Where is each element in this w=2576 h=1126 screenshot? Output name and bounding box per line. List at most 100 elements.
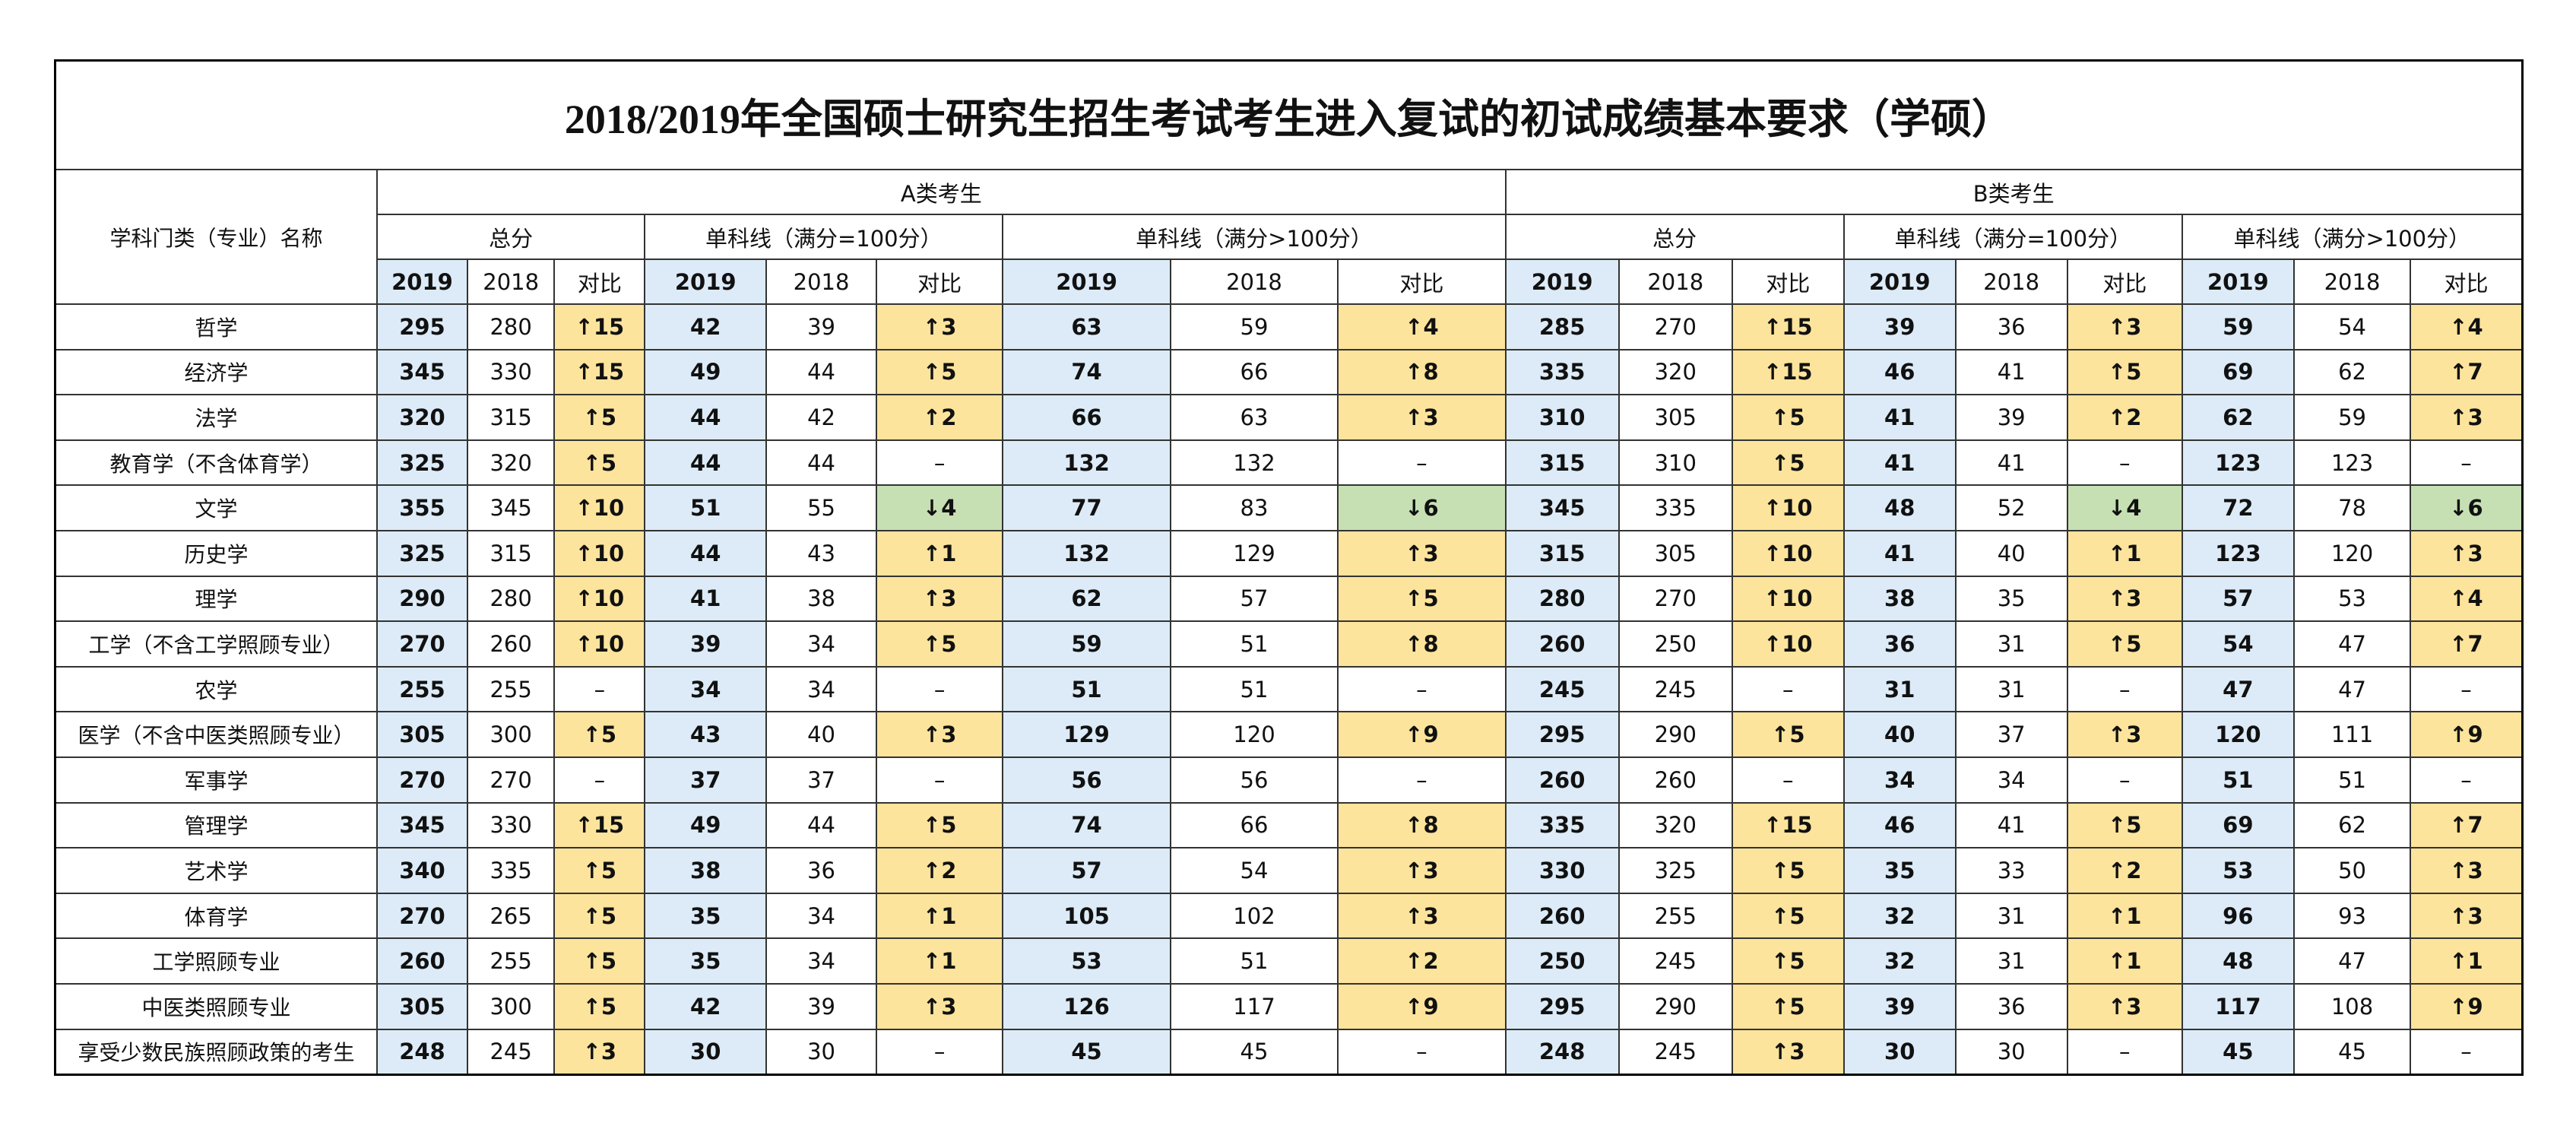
diff-cell: ↑5 [1731, 937, 1845, 985]
diff-cell: – [875, 439, 1004, 487]
score-cell: 49 [644, 801, 768, 849]
score-cell: 53 [2292, 575, 2412, 623]
diff-cell: – [553, 665, 646, 713]
score-cell: 46 [1842, 348, 1957, 396]
table-row: 2018/2019年全国硕士研究生招生考试考生进入复试的初试成绩基本要求（学硕） [54, 59, 2524, 170]
score-cell: 270 [376, 756, 468, 804]
score-cell: 54 [1169, 847, 1339, 894]
diff-cell: – [1731, 665, 1845, 713]
diff-cell: ↑15 [553, 303, 646, 350]
score-cell: 340 [376, 847, 468, 894]
score-cell: 250 [1504, 937, 1620, 985]
diff-cell: – [2066, 439, 2183, 487]
diff-cell: ↑10 [1731, 575, 1845, 623]
score-cell: 54 [2181, 620, 2295, 668]
column-header: 对比 [1337, 259, 1507, 305]
score-cell: 47 [2292, 620, 2412, 668]
score-cell: 270 [1618, 303, 1733, 350]
score-cell: 260 [1618, 756, 1733, 804]
score-cell: 41 [1842, 439, 1957, 487]
score-cell: 66 [1169, 801, 1339, 849]
diff-cell: ↑3 [875, 982, 1004, 1030]
subject-name: 管理学 [54, 801, 379, 849]
score-cell: 39 [765, 982, 877, 1030]
diff-cell: ↑10 [553, 484, 646, 531]
score-cell: 41 [644, 575, 768, 623]
column-header: 2019 [1002, 259, 1171, 305]
diff-cell: ↑3 [2410, 847, 2524, 894]
score-cell: 123 [2292, 439, 2412, 487]
subgroup-header: 单科线（满分=100分） [644, 214, 1004, 260]
diff-cell: ↑9 [2410, 711, 2524, 758]
diff-cell: ↑5 [1731, 982, 1845, 1030]
diff-cell: ↑3 [875, 711, 1004, 758]
score-cell: 132 [1169, 439, 1339, 487]
diff-cell: – [875, 756, 1004, 804]
diff-cell: ↑10 [1731, 529, 1845, 577]
score-cell: 132 [1002, 529, 1171, 577]
subject-name: 理学 [54, 575, 379, 623]
diff-cell: ↑5 [553, 937, 646, 985]
diff-cell: ↑5 [1731, 892, 1845, 940]
score-cell: 39 [1954, 394, 2068, 441]
diff-cell: ↑5 [553, 982, 646, 1030]
diff-cell: ↑2 [2066, 847, 2183, 894]
diff-cell: ↑3 [2410, 394, 2524, 441]
diff-cell: ↑9 [1337, 982, 1507, 1030]
score-cell: 45 [2292, 1028, 2412, 1076]
diff-cell: ↑5 [1731, 394, 1845, 441]
diff-cell: – [2410, 665, 2524, 713]
score-cell: 51 [644, 484, 768, 531]
diff-cell: ↑2 [2066, 394, 2183, 441]
score-cell: 245 [1504, 665, 1620, 713]
diff-cell: ↑10 [553, 575, 646, 623]
column-header: 2018 [1169, 259, 1339, 305]
diff-cell: ↑7 [2410, 620, 2524, 668]
diff-cell: – [2410, 1028, 2524, 1076]
table-row: 哲学 295 280 ↑15 42 39 ↑3 63 59 ↑4 285 270 ↑15 39 36 ↑3 59… [54, 303, 2524, 350]
diff-cell: ↑15 [1731, 801, 1845, 849]
score-cell: 40 [765, 711, 877, 758]
score-cell: 250 [1618, 620, 1733, 668]
column-header: 2018 [2292, 259, 2412, 305]
subgroup-header: 单科线（满分=100分） [1842, 214, 2183, 260]
score-cell: 310 [1618, 439, 1733, 487]
score-cell: 330 [466, 801, 556, 849]
score-cell: 345 [1504, 484, 1620, 531]
column-header: 对比 [1731, 259, 1845, 305]
score-cell: 320 [1618, 801, 1733, 849]
score-cell: 41 [1954, 439, 2068, 487]
score-cell: 35 [644, 892, 768, 940]
diff-cell: ↑8 [1337, 348, 1507, 396]
column-header: 2018 [1618, 259, 1733, 305]
score-cell: 42 [765, 394, 877, 441]
diff-cell: ↑3 [2066, 982, 2183, 1030]
score-cell: 83 [1169, 484, 1339, 531]
score-cell: 40 [1954, 529, 2068, 577]
diff-cell: ↑15 [553, 801, 646, 849]
diff-cell: – [2410, 439, 2524, 487]
score-cell: 45 [1002, 1028, 1171, 1076]
diff-cell: ↑3 [1337, 529, 1507, 577]
diff-cell: ↓6 [2410, 484, 2524, 531]
score-cell: 255 [466, 665, 556, 713]
score-cell: 32 [1842, 892, 1957, 940]
diff-cell: ↑1 [2066, 529, 2183, 577]
score-cell: 320 [1618, 348, 1733, 396]
diff-cell: ↑3 [2410, 529, 2524, 577]
score-cell: 43 [765, 529, 877, 577]
score-cell: 335 [1618, 484, 1733, 531]
diff-cell: ↑1 [875, 892, 1004, 940]
score-cell: 47 [2181, 665, 2295, 713]
diff-cell: ↑5 [1731, 711, 1845, 758]
table-title: 2018/2019年全国硕士研究生招生考试考生进入复试的初试成绩基本要求（学硕） [54, 59, 2524, 170]
score-cell: 345 [376, 801, 468, 849]
score-cell: 325 [376, 439, 468, 487]
score-cell: 39 [765, 303, 877, 350]
score-cell: 34 [765, 620, 877, 668]
score-cell: 260 [466, 620, 556, 668]
score-cell: 260 [1504, 756, 1620, 804]
score-cell: 260 [1504, 892, 1620, 940]
score-cell: 34 [765, 892, 877, 940]
score-cell: 280 [466, 575, 556, 623]
